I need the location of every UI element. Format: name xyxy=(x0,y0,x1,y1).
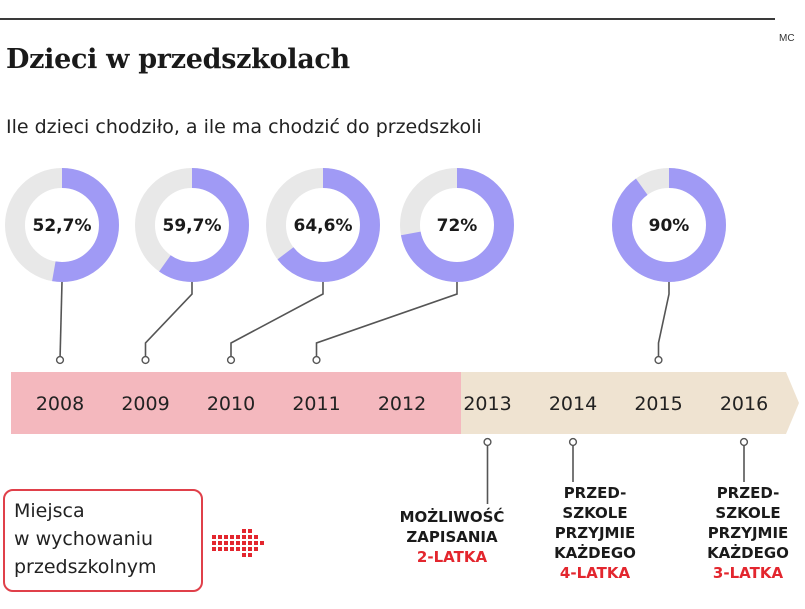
note-highlight: 2-LATKA xyxy=(416,548,488,566)
author-credit: MC xyxy=(779,33,795,44)
arrow-dot-26 xyxy=(260,541,264,545)
arrow-dot-14 xyxy=(224,547,228,551)
annotation-dot-2014 xyxy=(568,437,578,447)
ring-connector-2009 xyxy=(144,282,193,360)
annotation-dot-2016 xyxy=(739,437,749,447)
timeline-band-past xyxy=(11,372,461,434)
arrow-dot-10 xyxy=(236,541,240,545)
arrow-dot-12 xyxy=(212,547,216,551)
arrow-dot-3 xyxy=(230,535,234,539)
legend-line: Miejsca xyxy=(14,500,85,522)
note-line: MOŻLIWOŚĆ xyxy=(399,508,505,526)
note-2014: PRZED- SZKOLE PRZYJMIE KAŻDEGO 4-LATKA xyxy=(540,483,650,583)
ring-label-2015: 90% xyxy=(649,216,690,236)
arrow-dot-17 xyxy=(242,547,246,551)
arrow-dot-23 xyxy=(254,535,258,539)
arrow-dot-5 xyxy=(242,535,246,539)
arrow-dot-8 xyxy=(224,541,228,545)
arrow-dot-13 xyxy=(218,547,222,551)
ring-label-2011: 72% xyxy=(437,216,478,236)
arrow-dot-11 xyxy=(242,541,246,545)
timeline-band-future xyxy=(461,372,799,434)
note-line: KAŻDEGO xyxy=(707,544,789,562)
chart-subtitle: Ile dzieci chodziło, a ile ma chodzić do… xyxy=(6,116,482,138)
year-label-2013: 2013 xyxy=(463,393,511,415)
year-label-2011: 2011 xyxy=(292,393,340,415)
arrow-dot-25 xyxy=(254,547,258,551)
top-rule xyxy=(0,18,775,20)
note-line: SZKOLE xyxy=(715,504,781,522)
ring-label-2008: 52,7% xyxy=(33,216,92,236)
ring-value-2009 xyxy=(135,168,249,282)
connector-dot-2015 xyxy=(654,355,663,365)
arrow-dot-27 xyxy=(242,529,246,533)
ring-connector-2015 xyxy=(657,282,670,360)
legend-text: Miejsca w wychowaniu przedszkolnym xyxy=(14,497,204,581)
arrow-dot-22 xyxy=(248,553,252,557)
ring-label-2010: 64,6% xyxy=(294,216,353,236)
arrow-dot-4 xyxy=(236,535,240,539)
arrow-dot-0 xyxy=(212,535,216,539)
year-label-2009: 2009 xyxy=(121,393,169,415)
note-2013: MOŻLIWOŚĆ ZAPISANIA 2-LATKA xyxy=(382,507,522,567)
note-line: PRZYJMIE xyxy=(707,524,789,542)
arrow-dot-21 xyxy=(248,547,252,551)
legend-line: przedszkolnym xyxy=(14,556,157,578)
legend-line: w wychowaniu xyxy=(14,528,154,550)
note-line: PRZED- xyxy=(563,484,627,502)
ring-value-2008 xyxy=(5,168,119,282)
connector-dot-2011 xyxy=(312,355,321,365)
year-label-2012: 2012 xyxy=(378,393,426,415)
note-highlight: 4-LATKA xyxy=(559,564,631,582)
note-highlight: 3-LATKA xyxy=(712,564,784,582)
year-label-2015: 2015 xyxy=(634,393,682,415)
connector-dot-2010 xyxy=(226,355,236,365)
arrow-dot-20 xyxy=(248,541,252,545)
note-2016: PRZED- SZKOLE PRZYJMIE KAŻDEGO 3-LATKA xyxy=(693,483,803,583)
ring-value-2010 xyxy=(266,168,380,282)
ring-value-2011 xyxy=(400,168,514,282)
note-line: PRZYJMIE xyxy=(554,524,636,542)
year-label-2010: 2010 xyxy=(207,393,255,415)
ring-value-2015 xyxy=(612,168,726,282)
year-label-2008: 2008 xyxy=(36,393,84,415)
arrow-dot-7 xyxy=(218,541,222,545)
note-line: SZKOLE xyxy=(562,504,628,522)
arrow-dot-28 xyxy=(242,553,246,557)
arrow-dot-19 xyxy=(248,535,252,539)
ring-label-2009: 59,7% xyxy=(163,216,222,236)
ring-connector-2011 xyxy=(315,282,458,360)
arrow-dot-9 xyxy=(230,541,234,545)
arrow-dot-6 xyxy=(212,541,216,545)
ring-connector-2010 xyxy=(230,282,324,360)
arrow-dot-16 xyxy=(236,547,240,551)
ring-connector-2008 xyxy=(59,281,63,361)
year-label-2014: 2014 xyxy=(549,393,597,415)
arrow-dot-18 xyxy=(248,529,252,533)
arrow-dot-2 xyxy=(224,535,228,539)
connector-dot-2009 xyxy=(141,355,150,365)
note-line: ZAPISANIA xyxy=(406,528,498,546)
arrow-dot-24 xyxy=(254,541,258,545)
arrow-dot-1 xyxy=(218,535,222,539)
arrow-dot-15 xyxy=(230,547,234,551)
note-line: PRZED- xyxy=(716,484,780,502)
chart-title: Dzieci w przedszkolach xyxy=(6,44,350,75)
legend-box xyxy=(3,489,203,592)
note-line: KAŻDEGO xyxy=(554,544,636,562)
connector-dot-2008 xyxy=(55,355,65,365)
annotation-dot-2013 xyxy=(483,437,492,447)
year-label-2016: 2016 xyxy=(720,393,768,415)
